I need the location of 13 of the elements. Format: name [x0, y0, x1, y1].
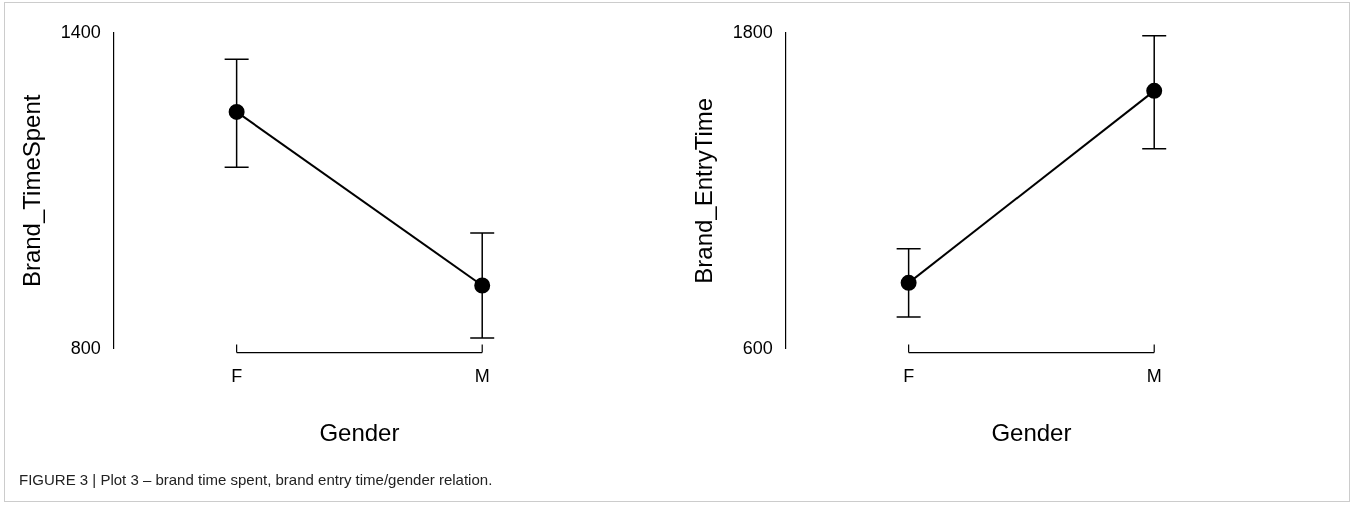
x-tick-label: F — [903, 366, 915, 387]
x-axis-title: Gender — [991, 419, 1072, 447]
x-tick-label: F — [231, 366, 243, 387]
x-tick-label: M — [474, 366, 490, 387]
x-tick-label: M — [1146, 366, 1162, 387]
y-tick-label: 1400 — [60, 21, 101, 42]
y-tick-label: 1800 — [732, 21, 773, 42]
y-axis-title: Brand_EntryTime — [690, 97, 718, 284]
y-tick-label: 600 — [742, 337, 773, 358]
x-axis-title: Gender — [319, 419, 400, 447]
y-axis-title: Brand_TimeSpent — [18, 94, 46, 288]
caption: FIGURE 3 | Plot 3 – brand time spent, brand entry time/gender relation. — [19, 471, 493, 488]
y-tick-label: 800 — [70, 337, 101, 358]
